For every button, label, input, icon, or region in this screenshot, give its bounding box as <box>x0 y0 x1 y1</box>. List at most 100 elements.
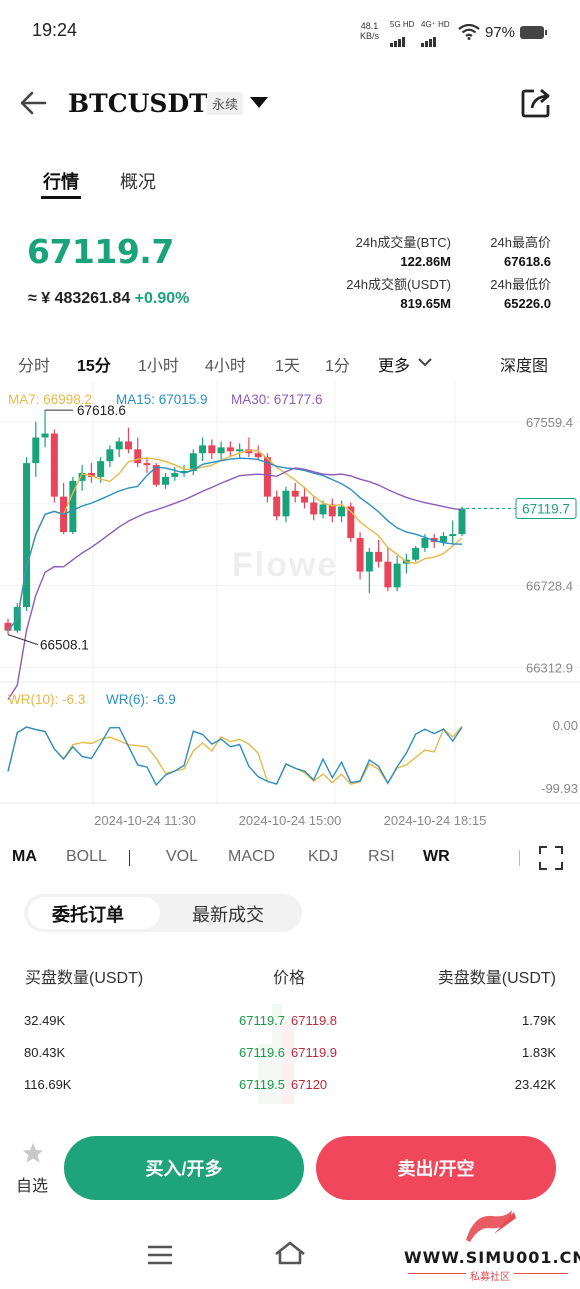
share-icon[interactable] <box>520 86 552 120</box>
candle-body <box>338 506 346 517</box>
home-icon[interactable] <box>273 1240 307 1266</box>
candle-body <box>375 551 383 562</box>
candle-body <box>319 504 327 515</box>
col-bid-qty: 买盘数量(USDT) <box>25 970 144 987</box>
timeframe-1m[interactable]: 1分 <box>325 358 350 375</box>
candle-body <box>421 538 429 548</box>
watermark-site: WWW.SIMU001.CN <box>404 1248 580 1267</box>
candle-body <box>106 449 114 462</box>
network-speed: 48.1 KB/s <box>360 21 380 41</box>
legend-ma7: MA7: 66998.2 <box>8 392 93 407</box>
bid-price[interactable]: 67119.5 <box>239 1077 286 1092</box>
y-tick-label: 66728.4 <box>526 579 573 594</box>
candle-body <box>124 441 132 450</box>
candle-body <box>115 441 123 450</box>
candle-body <box>162 476 170 485</box>
indicator-rsi[interactable]: RSI <box>368 848 395 865</box>
tab-orders-bg <box>28 897 160 929</box>
max-price-label: 67618.6 <box>77 403 126 418</box>
change-percent: +0.90% <box>134 290 190 307</box>
cny-price: ≈ ¥ 483261.84 +0.90% <box>28 290 190 307</box>
bid-qty: 80.43K <box>24 1045 66 1060</box>
candle-body <box>439 536 447 542</box>
back-arrow-icon[interactable] <box>18 88 48 118</box>
watermark-logo <box>466 1210 516 1242</box>
ma7-line <box>7 449 463 632</box>
timeframe-4h[interactable]: 4小时 <box>205 358 246 375</box>
timeframe-1h[interactable]: 1小时 <box>138 358 179 375</box>
high-value: 67618.6 <box>504 254 551 269</box>
signal-bars-icon <box>390 29 406 47</box>
vol-usdt-value: 819.65M <box>400 296 451 311</box>
tab-orders[interactable]: 委托订单 <box>52 905 124 925</box>
col-ask-qty: 卖盘数量(USDT) <box>437 970 556 987</box>
buy-button[interactable]: 买入/开多 <box>64 1136 304 1200</box>
candle-body <box>171 472 179 477</box>
status-time: 19:24 <box>32 20 78 40</box>
timeframe-15m[interactable]: 15分 <box>77 358 111 375</box>
candle-body <box>226 447 234 452</box>
ask-price[interactable]: 67119.9 <box>291 1045 338 1060</box>
ask-qty: 23.42K <box>514 1077 556 1092</box>
star-icon[interactable] <box>22 1142 44 1164</box>
current-price-label: 67119.7 <box>522 502 570 517</box>
contract-type-badge: 永续 <box>207 92 244 115</box>
sell-button[interactable]: 卖出/开空 <box>316 1136 556 1200</box>
tab-underline <box>41 196 81 199</box>
signal-4g: 4G⁺ HD <box>421 20 450 47</box>
ask-qty: 1.83K <box>522 1045 556 1060</box>
high-label: 24h最高价 <box>490 235 551 250</box>
candle-body <box>208 445 216 454</box>
timeframe-1d[interactable]: 1天 <box>275 358 300 375</box>
wr-tick-label: -99.93 <box>541 781 578 796</box>
candle-body <box>245 449 253 454</box>
indicator-ma[interactable]: MA <box>12 848 37 865</box>
indicator-kdj[interactable]: KDJ <box>308 848 339 865</box>
y-tick-label: 66312.9 <box>526 661 573 676</box>
candle-body <box>97 461 105 477</box>
indicator-wr[interactable]: WR <box>423 848 450 865</box>
candle-body <box>449 534 457 537</box>
ask-price[interactable]: 67119.8 <box>291 1013 338 1028</box>
wr6-line <box>7 726 463 787</box>
min-price-label: 66508.1 <box>40 638 89 653</box>
tab-overview[interactable]: 概况 <box>120 172 156 192</box>
candle-body <box>199 445 207 454</box>
divider <box>129 850 130 866</box>
indicator-vol[interactable]: VOL <box>166 848 199 865</box>
dropdown-triangle-icon[interactable] <box>249 96 269 110</box>
low-value: 65226.0 <box>504 296 551 311</box>
candle-body <box>180 471 188 473</box>
bid-price[interactable]: 67119.7 <box>239 1013 286 1028</box>
indicator-macd[interactable]: MACD <box>228 848 276 865</box>
watchlist-label[interactable]: 自选 <box>16 1178 49 1195</box>
x-tick-label: 2024-10-24 11:30 <box>94 813 196 828</box>
symbol-title[interactable]: BTCUSDT <box>68 89 208 118</box>
kline-chart[interactable]: 67559.467143.966728.466312.967618.666508… <box>0 382 580 832</box>
fullscreen-icon[interactable] <box>539 846 563 870</box>
col-price: 价格 <box>273 970 306 987</box>
bid-price[interactable]: 67119.6 <box>239 1045 286 1060</box>
timeframe-line[interactable]: 分时 <box>18 358 51 375</box>
current-price-tag <box>515 498 577 520</box>
signal-5g: 5G HD <box>390 20 414 47</box>
candle-body <box>263 457 271 497</box>
tab-market[interactable]: 行情 <box>43 172 79 192</box>
menu-icon[interactable] <box>147 1244 173 1266</box>
ask-price[interactable]: 67120 <box>291 1077 328 1092</box>
ma30-line <box>7 467 463 701</box>
candle-body <box>300 496 308 503</box>
vol-btc-value: 122.86M <box>400 254 451 269</box>
candle-body <box>412 547 420 560</box>
x-tick-label: 2024-10-24 18:15 <box>384 813 487 828</box>
candle-body <box>50 433 58 497</box>
tab-trades[interactable]: 最新成交 <box>192 905 264 925</box>
indicator-boll[interactable]: BOLL <box>66 848 107 865</box>
candle-body <box>23 463 31 608</box>
depth-chart-tab[interactable]: 深度图 <box>500 358 549 375</box>
timeframe-more[interactable]: 更多 <box>378 358 411 375</box>
candle-body <box>328 504 336 517</box>
chevron-down-icon[interactable] <box>418 357 432 367</box>
candle-body <box>134 449 142 464</box>
legend-ma30: MA30: 67177.6 <box>231 392 323 407</box>
